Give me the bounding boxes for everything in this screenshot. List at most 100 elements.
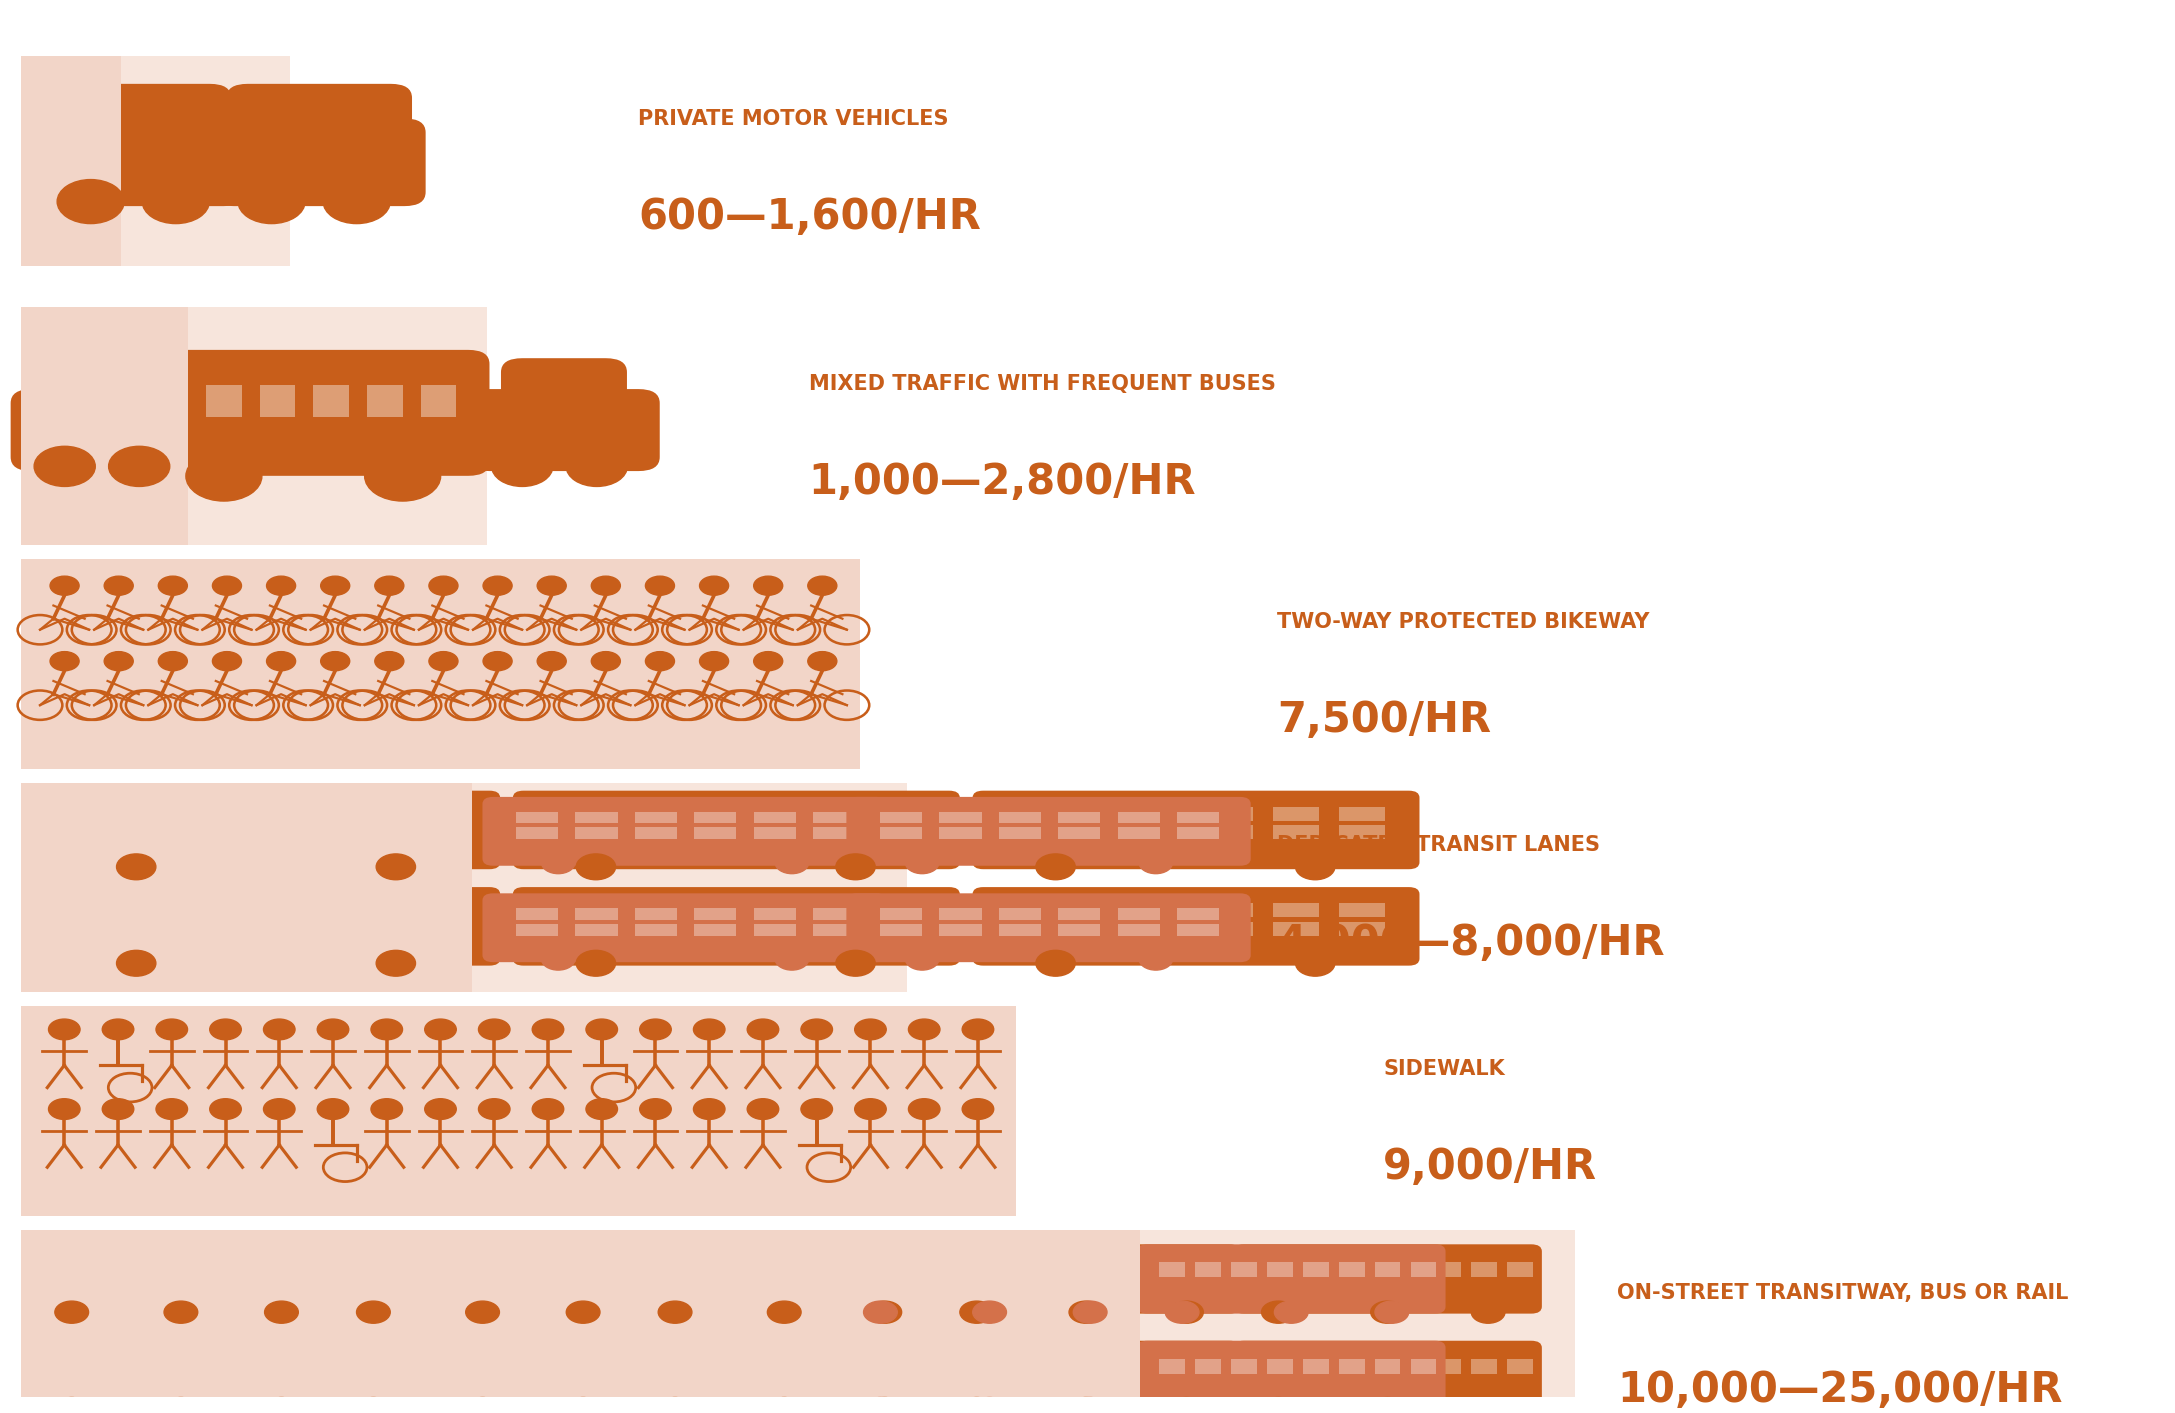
FancyBboxPatch shape: [846, 893, 1251, 962]
Circle shape: [428, 577, 459, 595]
Text: 600—1,600/HR: 600—1,600/HR: [639, 195, 981, 237]
Bar: [89, 921, 137, 935]
Bar: [990, 1359, 1016, 1373]
Circle shape: [428, 651, 459, 671]
Circle shape: [585, 1019, 618, 1040]
Bar: [813, 811, 855, 824]
Bar: [531, 1359, 557, 1373]
Bar: [1118, 924, 1159, 935]
Bar: [1037, 1262, 1064, 1277]
Circle shape: [102, 1099, 135, 1119]
FancyBboxPatch shape: [1233, 1245, 1542, 1314]
FancyBboxPatch shape: [513, 887, 959, 965]
Bar: [635, 909, 676, 920]
Bar: [602, 1262, 629, 1277]
FancyBboxPatch shape: [846, 797, 1251, 866]
Circle shape: [268, 577, 296, 595]
Bar: [1205, 1359, 1231, 1373]
Bar: [746, 807, 794, 821]
Bar: [120, 1262, 146, 1277]
Bar: [22, 57, 289, 266]
Bar: [753, 828, 796, 839]
Circle shape: [50, 577, 78, 595]
FancyBboxPatch shape: [483, 797, 887, 866]
Bar: [85, 1262, 111, 1277]
Bar: [1364, 1359, 1390, 1373]
Bar: [687, 1359, 713, 1373]
Circle shape: [959, 1397, 994, 1413]
Circle shape: [478, 1019, 509, 1040]
Bar: [746, 903, 794, 917]
Bar: [548, 903, 596, 917]
Bar: [1098, 1359, 1122, 1373]
FancyBboxPatch shape: [468, 389, 659, 471]
Bar: [1061, 1262, 1088, 1277]
Bar: [813, 921, 859, 935]
Circle shape: [542, 948, 574, 971]
Circle shape: [1470, 1301, 1505, 1323]
Circle shape: [1170, 1397, 1203, 1413]
Circle shape: [1140, 852, 1172, 873]
Bar: [1255, 1359, 1281, 1373]
FancyBboxPatch shape: [1138, 1341, 1446, 1410]
Circle shape: [961, 1019, 994, 1040]
Bar: [1292, 1359, 1318, 1373]
Circle shape: [868, 1397, 903, 1413]
Circle shape: [163, 1397, 198, 1413]
Bar: [990, 1262, 1016, 1277]
FancyBboxPatch shape: [631, 1341, 940, 1410]
Circle shape: [585, 1099, 618, 1119]
Bar: [759, 1359, 785, 1373]
Circle shape: [324, 179, 389, 223]
Bar: [1364, 1262, 1390, 1277]
Circle shape: [576, 853, 616, 880]
Bar: [903, 1262, 929, 1277]
Bar: [1266, 1359, 1292, 1373]
Bar: [616, 903, 661, 917]
Bar: [1177, 909, 1218, 920]
Bar: [1037, 1359, 1064, 1373]
Circle shape: [835, 951, 874, 976]
Circle shape: [1375, 1397, 1409, 1413]
Bar: [1338, 825, 1385, 839]
Bar: [1027, 1262, 1051, 1277]
Bar: [368, 386, 402, 417]
Circle shape: [376, 853, 415, 880]
Bar: [48, 1262, 74, 1277]
Bar: [1177, 828, 1218, 839]
Bar: [1412, 1359, 1436, 1373]
Bar: [1272, 825, 1320, 839]
Bar: [1292, 1262, 1318, 1277]
Circle shape: [1470, 1397, 1505, 1413]
Bar: [422, 1262, 448, 1277]
Bar: [22, 783, 907, 992]
Bar: [1170, 1359, 1194, 1373]
FancyBboxPatch shape: [26, 1341, 335, 1410]
Bar: [1061, 1359, 1088, 1373]
Circle shape: [1072, 1301, 1107, 1323]
Circle shape: [263, 1019, 296, 1040]
Circle shape: [263, 1099, 296, 1119]
Bar: [813, 825, 859, 839]
Bar: [616, 921, 661, 935]
Circle shape: [592, 651, 620, 671]
Circle shape: [465, 1301, 500, 1323]
Bar: [1338, 1262, 1364, 1277]
FancyBboxPatch shape: [328, 1245, 637, 1314]
Bar: [313, 386, 348, 417]
Bar: [22, 560, 859, 769]
Circle shape: [213, 651, 241, 671]
Bar: [1072, 1262, 1098, 1277]
Circle shape: [465, 1397, 500, 1413]
Bar: [813, 903, 859, 917]
FancyBboxPatch shape: [52, 791, 500, 869]
Bar: [1118, 828, 1159, 839]
Bar: [222, 807, 268, 821]
Bar: [420, 386, 457, 417]
Bar: [1231, 1262, 1257, 1277]
Circle shape: [533, 1019, 563, 1040]
Bar: [548, 921, 596, 935]
Bar: [1338, 1359, 1364, 1373]
FancyBboxPatch shape: [631, 1245, 940, 1314]
Circle shape: [972, 1301, 1007, 1323]
